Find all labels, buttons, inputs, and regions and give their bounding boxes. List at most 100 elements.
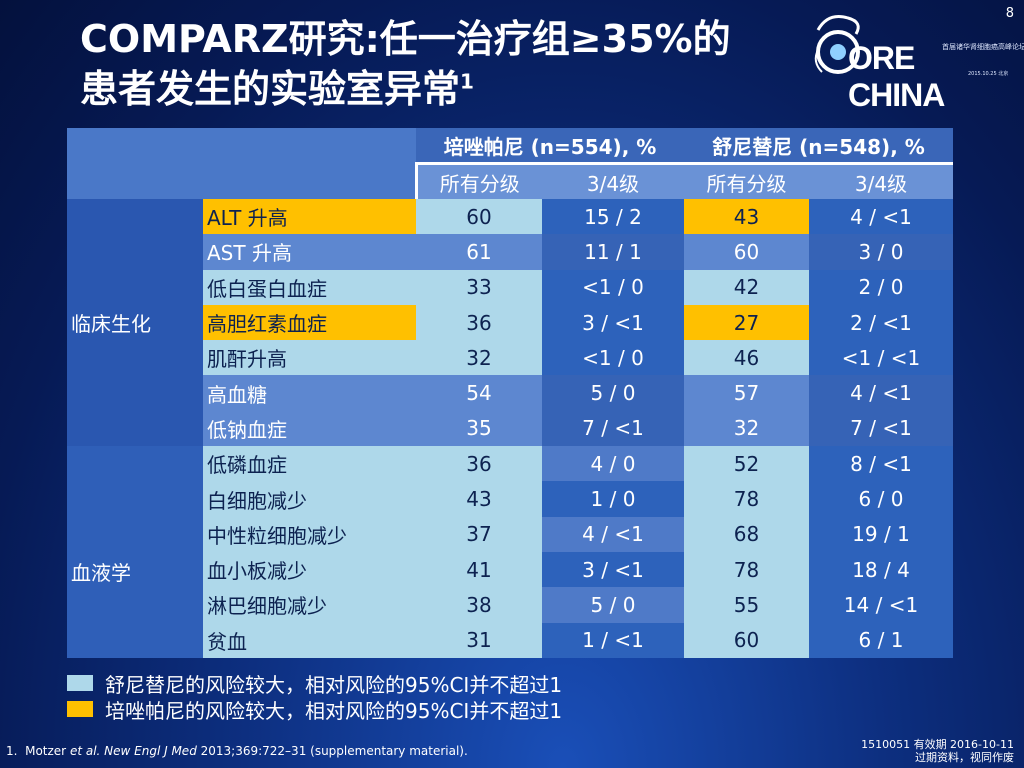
- subheader-p-all: 所有分级: [414, 163, 542, 199]
- row-label: 中性粒细胞减少: [203, 516, 416, 552]
- logo-tagline: 首届诸华肾细胞癌高峰论坛: [942, 43, 1024, 51]
- cell-p-g34: <1 / 0: [542, 340, 684, 376]
- cell-p-g34: 7 / <1: [542, 410, 684, 447]
- cell-p-all: 38: [416, 587, 542, 623]
- cell-p-g34: 3 / <1: [542, 551, 684, 588]
- table-row: 血小板减少 41 3 / <1 78 18 / 4: [67, 551, 953, 588]
- cell-p-all: 36: [416, 446, 542, 482]
- dragon-logo-icon: [814, 15, 860, 74]
- row-label: 肌酐升高: [203, 340, 416, 376]
- cell-s-g34: 7 / <1: [809, 410, 953, 447]
- row-label: 高胆红素血症: [203, 304, 416, 341]
- category-biochem: 临床生化: [67, 199, 203, 447]
- cell-s-g34: <1 / <1: [809, 340, 953, 376]
- stamp-line-1: 1510051 有效期 2016-10-11: [861, 738, 1014, 751]
- cell-s-g34: 19 / 1: [809, 516, 953, 552]
- table-row: 血液学 低磷血症 36 4 / 0 52 8 / <1: [67, 446, 953, 658]
- footnote-journal: New Engl J Med: [100, 744, 197, 758]
- cell-s-g34: 2 / <1: [809, 304, 953, 341]
- cell-p-all: 43: [416, 481, 542, 517]
- cell-p-all: 33: [416, 269, 542, 305]
- stamp-line-2: 过期资料，视同作废: [915, 751, 1014, 764]
- header-sunitinib: 舒尼替尼 (n=548), %: [684, 128, 953, 165]
- cell-s-all: 32: [684, 410, 809, 447]
- cell-p-g34: <1 / 0: [542, 269, 684, 305]
- logo-text: ORE CHINA: [848, 40, 945, 113]
- cell-p-g34: 3 / <1: [542, 304, 684, 341]
- cell-s-g34: 18 / 4: [809, 551, 953, 588]
- legend-swatch-gold: [67, 701, 93, 717]
- logo-date: 2015.10.25 北京: [968, 71, 1009, 77]
- cell-p-all: 54: [416, 375, 542, 411]
- row-label: 低白蛋白血症: [203, 269, 416, 305]
- cell-p-g34: 1 / <1: [542, 622, 684, 658]
- legend-text: 培唑帕尼的风险较大，相对风险的95%CI并不超过1: [105, 698, 563, 723]
- subheader-s-g34: 3/4级: [809, 163, 953, 199]
- table-row: 低钠血症 35 7 / <1 32 7 / <1: [67, 410, 953, 447]
- row-label: 低磷血症: [203, 446, 416, 482]
- cell-p-all: 36: [416, 304, 542, 341]
- table-row: 白细胞减少 43 1 / 0 78 6 / 0: [67, 481, 953, 517]
- cell-s-all: 27: [684, 304, 809, 341]
- cell-s-all: 57: [684, 375, 809, 411]
- header-blank: [67, 128, 416, 199]
- cell-s-all: 42: [684, 269, 809, 305]
- cell-s-all: 60: [684, 234, 809, 270]
- cell-s-all: 68: [684, 516, 809, 552]
- title-line-1: COMPARZ研究:任一治疗组≥35%的: [80, 17, 731, 61]
- footnote-citation: 2013;369:722–31 (supplementary material)…: [196, 744, 468, 758]
- row-label: ALT 升高: [203, 199, 416, 235]
- page-number: 8: [1005, 6, 1014, 21]
- cell-s-all: 60: [684, 622, 809, 658]
- cell-s-g34: 4 / <1: [809, 199, 953, 235]
- legend-item-sunitinib: 舒尼替尼的风险较大，相对风险的95%CI并不超过1: [67, 670, 563, 697]
- title-line-2: 患者发生的实验室异常1: [80, 64, 800, 114]
- header-pazopanib: 培唑帕尼 (n=554), %: [416, 128, 684, 165]
- footnote-number: 1.: [6, 744, 18, 758]
- cell-p-all: 32: [416, 340, 542, 376]
- cell-p-g34: 4 / <1: [542, 516, 684, 552]
- title-superscript: 1: [460, 69, 474, 94]
- footnote: 1. Motzer et al. New Engl J Med 2013;369…: [6, 744, 468, 758]
- legend-text: 舒尼替尼的风险较大，相对风险的95%CI并不超过1: [105, 672, 563, 697]
- cell-p-all: 60: [416, 199, 542, 235]
- cell-s-g34: 6 / 0: [809, 481, 953, 517]
- cell-s-all: 55: [684, 587, 809, 623]
- row-label: 低钠血症: [203, 410, 416, 447]
- table-row: AST 升高 61 11 / 1 60 3 / 0: [67, 234, 953, 270]
- row-label: 血小板减少: [203, 551, 416, 588]
- row-label: 贫血: [203, 622, 416, 658]
- cell-p-g34: 5 / 0: [542, 587, 684, 623]
- cell-s-all: 78: [684, 551, 809, 588]
- validity-stamp: 1510051 有效期 2016-10-11 过期资料，视同作废: [861, 738, 1014, 764]
- lab-abnormalities-table: 培唑帕尼 (n=554), % 舒尼替尼 (n=548), % 所有分级 3/4…: [67, 128, 953, 659]
- footnote-etal: et al.: [69, 744, 101, 758]
- cell-s-all: 78: [684, 481, 809, 517]
- cell-s-g34: 6 / 1: [809, 622, 953, 658]
- cell-p-g34: 1 / 0: [542, 481, 684, 517]
- cell-s-all: 52: [684, 446, 809, 482]
- cell-p-all: 61: [416, 234, 542, 270]
- table-row: 低白蛋白血症 33 <1 / 0 42 2 / 0: [67, 269, 953, 305]
- cell-s-g34: 8 / <1: [809, 446, 953, 482]
- legend-swatch-light-blue: [67, 675, 93, 691]
- table-row: 临床生化 ALT 升高 60 15 / 2 43 4 / <1: [67, 199, 953, 447]
- cell-p-g34: 5 / 0: [542, 375, 684, 411]
- row-label: 淋巴细胞减少: [203, 587, 416, 623]
- cell-p-all: 35: [416, 410, 542, 447]
- cell-s-g34: 14 / <1: [809, 587, 953, 623]
- footnote-authors: Motzer: [25, 744, 70, 758]
- table-row: 高胆红素血症 36 3 / <1 27 2 / <1: [67, 304, 953, 341]
- cell-p-g34: 4 / 0: [542, 446, 684, 482]
- cell-s-all: 43: [684, 199, 809, 235]
- core-china-logo: ORE CHINA 首届诸华肾细胞癌高峰论坛 2015.10.25 北京: [808, 10, 1024, 113]
- cell-p-g34: 15 / 2: [542, 199, 684, 235]
- table-row: 中性粒细胞减少 37 4 / <1 68 19 / 1: [67, 516, 953, 552]
- subheader-p-g34: 3/4级: [542, 163, 684, 199]
- cell-p-all: 31: [416, 622, 542, 658]
- category-hematology: 血液学: [67, 446, 203, 658]
- table-row: 贫血 31 1 / <1 60 6 / 1: [67, 622, 953, 658]
- row-label: 白细胞减少: [203, 481, 416, 517]
- subheader-s-all: 所有分级: [684, 163, 809, 199]
- table-row: 高血糖 54 5 / 0 57 4 / <1: [67, 375, 953, 411]
